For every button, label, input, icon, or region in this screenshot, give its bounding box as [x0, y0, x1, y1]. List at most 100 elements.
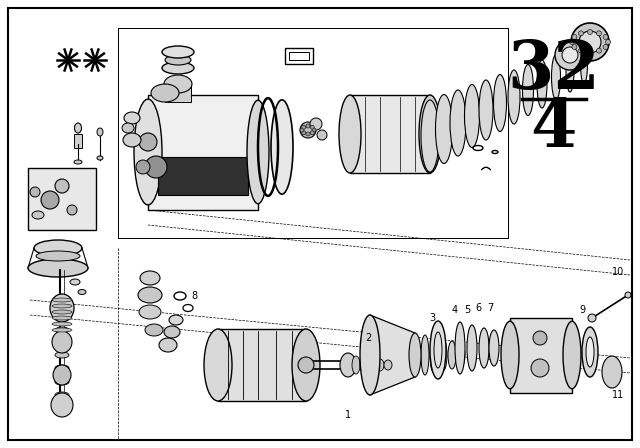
- Ellipse shape: [566, 50, 574, 92]
- Ellipse shape: [435, 95, 452, 164]
- Ellipse shape: [602, 356, 622, 388]
- Ellipse shape: [36, 251, 80, 261]
- Ellipse shape: [52, 331, 72, 353]
- Ellipse shape: [317, 130, 327, 140]
- Ellipse shape: [52, 298, 72, 302]
- Ellipse shape: [247, 100, 269, 204]
- Text: 2: 2: [365, 333, 371, 343]
- Ellipse shape: [136, 160, 150, 174]
- Ellipse shape: [603, 44, 608, 49]
- Ellipse shape: [301, 125, 306, 129]
- Ellipse shape: [450, 90, 466, 156]
- Ellipse shape: [52, 328, 72, 332]
- Ellipse shape: [508, 70, 520, 124]
- Bar: [158, 157, 248, 195]
- Ellipse shape: [138, 287, 162, 303]
- Ellipse shape: [55, 315, 69, 321]
- Ellipse shape: [360, 315, 380, 395]
- Ellipse shape: [522, 65, 534, 116]
- Text: 9: 9: [579, 305, 585, 315]
- Ellipse shape: [52, 310, 72, 314]
- Text: 11: 11: [612, 390, 624, 400]
- Bar: [350, 95, 430, 173]
- Bar: [510, 318, 572, 393]
- Ellipse shape: [310, 125, 314, 129]
- Ellipse shape: [596, 31, 602, 36]
- Ellipse shape: [74, 123, 81, 133]
- Ellipse shape: [122, 123, 134, 133]
- Ellipse shape: [555, 40, 585, 70]
- Ellipse shape: [134, 99, 162, 205]
- Ellipse shape: [312, 128, 316, 132]
- Ellipse shape: [531, 359, 549, 377]
- Ellipse shape: [409, 333, 421, 377]
- Ellipse shape: [164, 75, 192, 93]
- Ellipse shape: [439, 339, 447, 371]
- Ellipse shape: [162, 62, 194, 74]
- Text: 32: 32: [508, 38, 600, 103]
- Text: 4: 4: [452, 305, 458, 315]
- Bar: [74, 134, 82, 148]
- Ellipse shape: [572, 44, 577, 49]
- Ellipse shape: [465, 85, 479, 147]
- Ellipse shape: [97, 156, 103, 160]
- Ellipse shape: [52, 322, 72, 326]
- Ellipse shape: [139, 305, 161, 319]
- Ellipse shape: [204, 329, 232, 401]
- Ellipse shape: [292, 329, 320, 401]
- Ellipse shape: [501, 321, 519, 389]
- Ellipse shape: [78, 289, 86, 294]
- Ellipse shape: [123, 133, 141, 147]
- Ellipse shape: [430, 321, 446, 379]
- Ellipse shape: [55, 339, 69, 345]
- Ellipse shape: [306, 124, 310, 128]
- Ellipse shape: [586, 337, 594, 367]
- Ellipse shape: [493, 74, 506, 132]
- Ellipse shape: [572, 34, 577, 39]
- Ellipse shape: [625, 292, 631, 298]
- Ellipse shape: [145, 156, 167, 178]
- Bar: [148, 95, 258, 210]
- Ellipse shape: [32, 211, 44, 219]
- Text: 10: 10: [612, 267, 624, 277]
- Ellipse shape: [165, 55, 191, 65]
- Polygon shape: [370, 315, 415, 395]
- Ellipse shape: [596, 48, 602, 53]
- Ellipse shape: [50, 294, 74, 322]
- Ellipse shape: [562, 47, 578, 63]
- Ellipse shape: [384, 360, 392, 370]
- Ellipse shape: [55, 297, 69, 303]
- Bar: [118, 28, 508, 238]
- Bar: [285, 48, 313, 64]
- Ellipse shape: [53, 365, 71, 385]
- Ellipse shape: [55, 327, 69, 333]
- Bar: [289, 52, 309, 60]
- Ellipse shape: [162, 46, 194, 58]
- Ellipse shape: [552, 55, 561, 99]
- Text: 8: 8: [191, 291, 197, 301]
- Text: 5: 5: [464, 305, 470, 315]
- Ellipse shape: [563, 321, 581, 389]
- Ellipse shape: [419, 95, 441, 173]
- Ellipse shape: [151, 84, 179, 102]
- Ellipse shape: [467, 325, 477, 371]
- Ellipse shape: [300, 122, 316, 138]
- Text: 4: 4: [531, 96, 577, 161]
- Ellipse shape: [159, 338, 177, 352]
- Ellipse shape: [421, 100, 439, 172]
- Ellipse shape: [55, 352, 69, 358]
- Text: 6: 6: [475, 303, 481, 313]
- Ellipse shape: [52, 316, 72, 320]
- Bar: [165, 84, 191, 102]
- Ellipse shape: [310, 118, 322, 130]
- Ellipse shape: [298, 357, 314, 373]
- Ellipse shape: [533, 331, 547, 345]
- Ellipse shape: [605, 39, 611, 44]
- Ellipse shape: [34, 240, 82, 256]
- Ellipse shape: [67, 205, 77, 215]
- Ellipse shape: [582, 327, 598, 377]
- Bar: [218, 329, 306, 401]
- Ellipse shape: [301, 131, 306, 135]
- Ellipse shape: [51, 393, 73, 417]
- Ellipse shape: [55, 392, 69, 398]
